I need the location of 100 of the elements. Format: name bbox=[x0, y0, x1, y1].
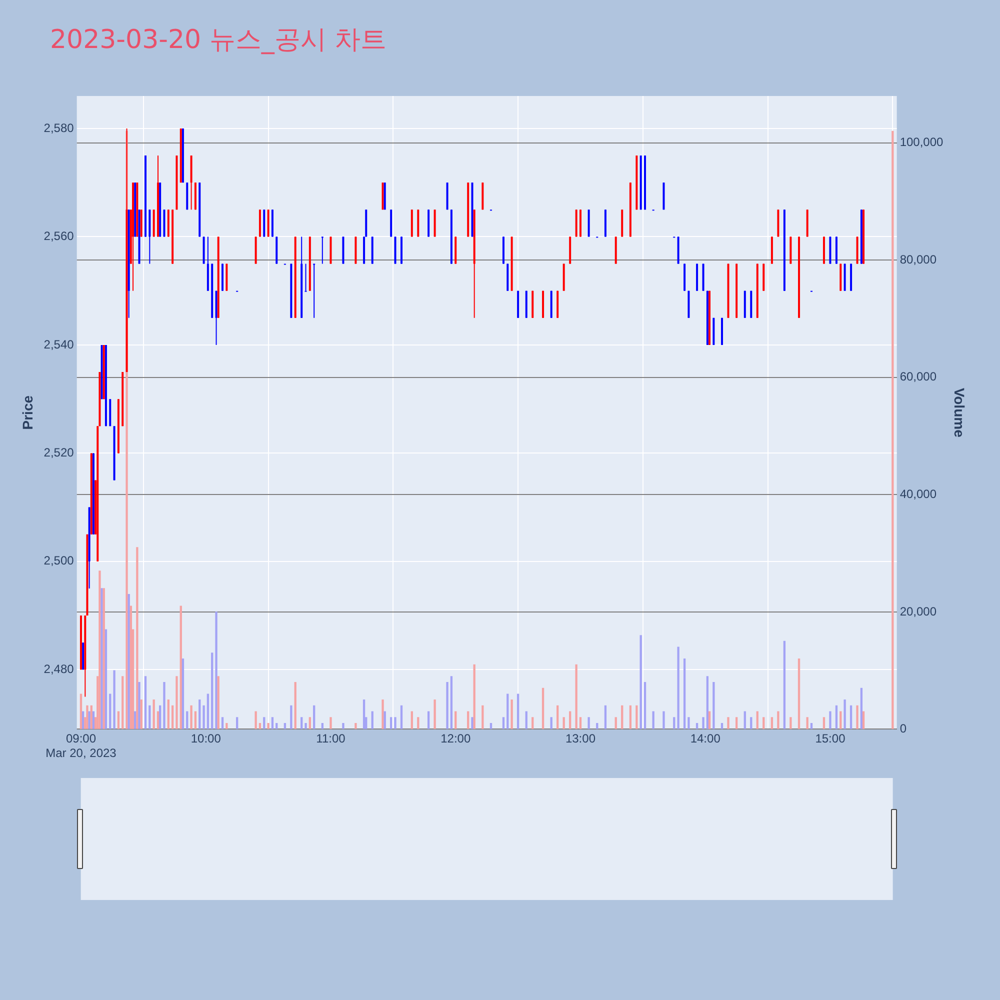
bar bbox=[506, 694, 509, 730]
bar bbox=[134, 711, 136, 730]
x-tick-label: 14:00 bbox=[690, 732, 721, 746]
bar bbox=[696, 723, 698, 730]
bar bbox=[822, 717, 826, 730]
bar bbox=[362, 700, 366, 730]
bar bbox=[202, 705, 205, 730]
bar bbox=[502, 717, 505, 730]
bar bbox=[130, 606, 132, 730]
bar bbox=[140, 700, 142, 730]
candlestick bbox=[304, 263, 307, 292]
bar bbox=[673, 717, 676, 730]
bar bbox=[702, 717, 704, 730]
bar bbox=[770, 717, 774, 730]
bar bbox=[182, 658, 184, 730]
bar bbox=[304, 723, 307, 730]
bar bbox=[321, 723, 324, 730]
bar bbox=[152, 700, 155, 730]
bar bbox=[604, 705, 607, 730]
bar bbox=[86, 705, 88, 730]
bar bbox=[579, 717, 582, 730]
bar bbox=[226, 723, 228, 730]
y2-tick-label: 60,000 bbox=[900, 370, 937, 384]
bar bbox=[294, 682, 296, 730]
bar bbox=[636, 705, 638, 730]
bar bbox=[354, 723, 357, 730]
bar bbox=[708, 711, 711, 730]
bar bbox=[290, 705, 292, 730]
bar bbox=[596, 723, 598, 730]
x-tick-label: 11:00 bbox=[316, 732, 346, 746]
y2-tick-label: 0 bbox=[900, 722, 907, 736]
bar bbox=[171, 705, 174, 730]
bar bbox=[276, 723, 278, 730]
bar bbox=[720, 723, 724, 730]
bar bbox=[217, 676, 220, 730]
y2-axis-title: Volume bbox=[952, 388, 968, 438]
bar bbox=[790, 717, 792, 730]
bar bbox=[104, 629, 108, 730]
bar bbox=[186, 711, 188, 730]
x-tick-label: 12:00 bbox=[440, 732, 471, 746]
bar bbox=[810, 723, 813, 730]
bar bbox=[892, 130, 894, 730]
bar bbox=[82, 711, 84, 730]
bar bbox=[777, 711, 780, 730]
x-tick-label: 15:00 bbox=[815, 732, 846, 746]
bar bbox=[211, 652, 214, 730]
bar bbox=[254, 711, 257, 730]
bar bbox=[113, 670, 116, 730]
bar bbox=[568, 711, 572, 730]
bar bbox=[840, 711, 842, 730]
bar bbox=[744, 711, 746, 730]
bar bbox=[806, 717, 808, 730]
bar bbox=[750, 717, 752, 730]
bar bbox=[471, 717, 474, 730]
bar bbox=[510, 700, 513, 730]
bar bbox=[90, 705, 92, 730]
bar bbox=[706, 676, 709, 730]
bar bbox=[215, 612, 218, 730]
bar bbox=[342, 723, 344, 730]
x-tick-label: 13:00 bbox=[565, 732, 596, 746]
bar bbox=[450, 676, 453, 730]
y-tick-label: 2,500 bbox=[44, 554, 74, 568]
bar bbox=[194, 711, 197, 730]
bar bbox=[138, 682, 140, 730]
bar bbox=[516, 694, 520, 730]
bar bbox=[221, 717, 224, 730]
bar bbox=[308, 717, 312, 730]
bar bbox=[542, 688, 544, 730]
bar bbox=[850, 705, 852, 730]
chart-title: 2023-03-20 뉴스_공시 차트 bbox=[50, 24, 387, 57]
bar bbox=[206, 694, 210, 730]
bar bbox=[688, 717, 690, 730]
bar bbox=[148, 705, 151, 730]
bar bbox=[640, 635, 642, 730]
bar bbox=[176, 676, 178, 730]
bar bbox=[271, 717, 274, 730]
bar bbox=[525, 711, 528, 730]
bar bbox=[550, 717, 552, 730]
y2-tick-label: 80,000 bbox=[900, 252, 937, 266]
bar bbox=[829, 711, 832, 730]
bar bbox=[417, 717, 420, 730]
bar bbox=[400, 705, 403, 730]
bar bbox=[712, 682, 715, 730]
y2-tick-label: 100,000 bbox=[900, 135, 944, 150]
bar bbox=[473, 664, 476, 730]
y2-tick-label: 40,000 bbox=[900, 486, 937, 501]
bar bbox=[371, 711, 374, 730]
bar bbox=[556, 705, 559, 730]
candlestick bbox=[313, 263, 316, 318]
y-tick-label: 2,520 bbox=[44, 446, 74, 460]
bar bbox=[454, 711, 457, 730]
bar bbox=[156, 711, 160, 730]
bar bbox=[390, 717, 392, 730]
bar bbox=[236, 717, 238, 730]
bar bbox=[614, 717, 617, 730]
y-tick-label: 2,480 bbox=[44, 662, 74, 676]
bar bbox=[783, 640, 786, 730]
bar bbox=[629, 705, 632, 730]
bar bbox=[144, 676, 147, 730]
bar bbox=[198, 700, 201, 730]
